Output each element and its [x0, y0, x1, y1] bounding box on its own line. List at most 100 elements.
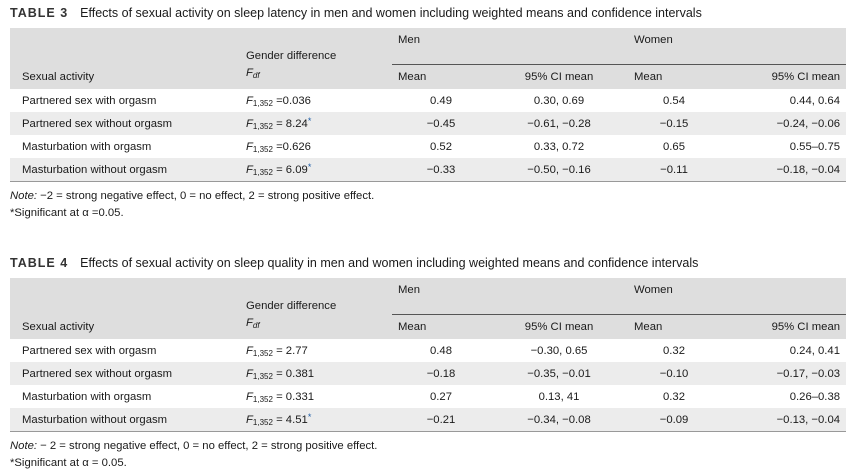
women-ci-cell: −0.24, −0.06: [776, 117, 841, 130]
men-group-header: Men: [392, 278, 629, 315]
f-df: 1,352: [252, 122, 273, 131]
table-title: Effects of sexual activity on sleep late…: [80, 6, 702, 20]
activity-header: Sexual activity: [22, 320, 95, 333]
f-symbol: F: [246, 391, 253, 403]
f-symbol: F: [246, 141, 253, 153]
f-value: = 0.331: [272, 391, 315, 403]
table-row: Partnered sex without orgasm F1,352 = 8.…: [10, 112, 847, 135]
table-3-block: TABLE 3 Effects of sexual activity on sle…: [10, 4, 847, 222]
table-body: Partnered sex with orgasm F1,352 = 2.77 …: [10, 339, 847, 432]
men-mean-cell: 0.49: [430, 94, 452, 107]
women-group-header: Women: [628, 278, 847, 315]
men-ci-cell: 0.30, 0.69: [533, 94, 585, 107]
women-ci-header: 95% CI mean: [771, 321, 841, 333]
men-mean-cell: −0.45: [426, 117, 456, 130]
f-df: 1,352: [252, 372, 273, 381]
f-value: =0.626: [272, 141, 311, 153]
men-mean-cell: −0.18: [426, 367, 456, 380]
women-ci-cell: 0.24, 0.41: [789, 344, 841, 357]
f-symbol: F: [246, 368, 253, 380]
f-symbol: F: [246, 164, 253, 176]
f-df: 1,352: [252, 395, 273, 404]
activity-cell: Partnered sex without orgasm: [22, 367, 173, 380]
table-caption: TABLE 4 Effects of sexual activity on sle…: [10, 254, 846, 272]
f-value: = 6.09: [272, 164, 308, 176]
f-stat-cell: F1,352 =0.036: [242, 89, 392, 112]
f-subscript: df: [252, 70, 260, 80]
women-group-header: Women: [628, 28, 847, 65]
men-ci-header: 95% CI mean: [524, 71, 594, 83]
f-stat-cell: F1,352 = 8.24*: [242, 112, 392, 135]
men-ci-header: 95% CI mean: [524, 321, 594, 333]
table-caption: TABLE 3 Effects of sexual activity on sle…: [10, 4, 846, 22]
f-stat-cell: F1,352 = 4.51*: [242, 408, 392, 432]
f-df: 1,352: [252, 349, 273, 358]
women-ci-cell: 0.55–0.75: [789, 140, 841, 153]
women-ci-cell: −0.18, −0.04: [776, 163, 841, 176]
women-ci-header: 95% CI mean: [771, 71, 841, 83]
f-symbol: F: [246, 66, 253, 79]
table-title: Effects of sexual activity on sleep qual…: [80, 256, 699, 270]
f-value: = 4.51: [272, 414, 308, 426]
men-mean-header: Mean: [398, 321, 427, 333]
table-row: Partnered sex without orgasm F1,352 = 0.…: [10, 362, 847, 385]
table-header: Men Women Sexual activity Gender differe…: [10, 278, 847, 340]
f-value: =0.036: [272, 95, 311, 107]
table-note: Note: −2 = strong negative effect, 0 = n…: [10, 188, 846, 222]
table-note: Note: − 2 = strong negative effect, 0 = …: [10, 438, 846, 472]
f-stat-cell: F1,352 = 0.331: [242, 385, 392, 408]
men-mean-cell: 0.52: [430, 140, 452, 153]
women-mean-cell: 0.32: [663, 390, 686, 403]
note-text: − 2 = strong negative effect, 0 = no eff…: [37, 440, 378, 452]
gender-diff-header: Gender difference Fdf: [242, 300, 392, 340]
activity-cell: Partnered sex with orgasm: [22, 94, 157, 107]
activity-cell: Masturbation without orgasm: [22, 163, 168, 176]
f-df: 1,352: [252, 168, 273, 177]
women-mean-header: Mean: [634, 71, 663, 83]
significance-note: *Significant at α = 0.05.: [10, 457, 127, 469]
f-symbol: F: [246, 118, 253, 130]
table-row: Masturbation with orgasm F1,352 = 0.331 …: [10, 385, 846, 408]
significance-mark: *: [307, 162, 312, 172]
note-text: −2 = strong negative effect, 0 = no effe…: [37, 190, 375, 202]
table-row: Masturbation without orgasm F1,352 = 6.0…: [10, 158, 847, 182]
f-symbol: F: [246, 316, 253, 329]
activity-cell: Masturbation with orgasm: [22, 140, 152, 153]
f-subscript: df: [252, 320, 260, 330]
gender-diff-header: Gender difference Fdf: [242, 50, 392, 90]
f-df: 1,352: [252, 418, 273, 427]
table-number: TABLE 3: [10, 6, 69, 20]
table-number: TABLE 4: [10, 256, 69, 270]
men-mean-cell: −0.33: [426, 163, 456, 176]
women-ci-cell: 0.26–0.38: [789, 390, 841, 403]
table-row: Masturbation with orgasm F1,352 =0.626 0…: [10, 135, 846, 158]
f-stat-cell: F1,352 = 6.09*: [242, 158, 392, 182]
women-mean-cell: −0.11: [660, 163, 688, 176]
women-mean-cell: −0.10: [659, 367, 689, 380]
f-value: = 0.381: [272, 368, 315, 380]
women-mean-cell: 0.32: [663, 344, 686, 357]
note-label: Note:: [10, 440, 38, 452]
table-header: Men Women Sexual activity Gender differe…: [10, 28, 847, 90]
table-4-block: TABLE 4 Effects of sexual activity on sle…: [10, 254, 847, 472]
significance-note: *Significant at α =0.05.: [10, 207, 124, 219]
f-stat-cell: F1,352 = 0.381: [242, 362, 392, 385]
f-df: 1,352: [252, 99, 273, 108]
men-mean-header: Mean: [398, 71, 427, 83]
women-ci-cell: 0.44, 0.64: [789, 94, 841, 107]
women-mean-header: Mean: [634, 321, 663, 333]
note-label: Note:: [10, 190, 38, 202]
activity-cell: Partnered sex without orgasm: [22, 117, 173, 130]
women-mean-cell: −0.15: [659, 117, 689, 130]
activity-header: Sexual activity: [22, 70, 95, 83]
men-ci-cell: −0.50, −0.16: [527, 163, 591, 176]
f-stat-cell: F1,352 =0.626: [242, 135, 392, 158]
activity-cell: Masturbation without orgasm: [22, 413, 168, 426]
table-row: Partnered sex with orgasm F1,352 =0.036 …: [10, 89, 846, 112]
table-row: Masturbation without orgasm F1,352 = 4.5…: [10, 408, 847, 432]
women-mean-cell: −0.09: [659, 413, 689, 426]
women-mean-cell: 0.54: [663, 94, 686, 107]
f-symbol: F: [246, 95, 253, 107]
men-ci-cell: 0.13, 41: [538, 390, 580, 403]
significance-mark: *: [307, 412, 312, 422]
